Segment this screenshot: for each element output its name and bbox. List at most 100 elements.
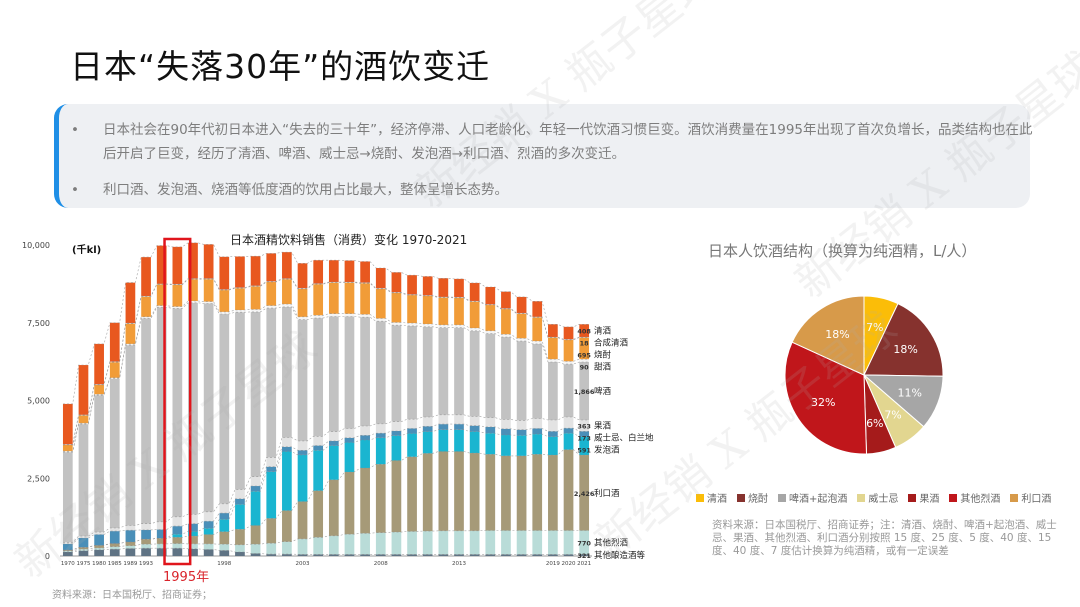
- bar-segment: [109, 377, 120, 379]
- bar-segment: [188, 531, 198, 537]
- bar-segment: [109, 531, 120, 544]
- bar-segment: [422, 431, 433, 454]
- bar-segment: [391, 532, 402, 555]
- bar-segment: [250, 311, 261, 477]
- bar-segment: [203, 549, 214, 556]
- bar-segment: [454, 414, 464, 425]
- bar-segment: [313, 284, 324, 316]
- bar-segment: [344, 442, 355, 473]
- bar-segment: [235, 498, 245, 505]
- y-tick-label: 10,000: [22, 241, 50, 250]
- pie-slice-label: 11%: [898, 386, 922, 399]
- bar-segment: [375, 532, 386, 555]
- bar-segment: [235, 529, 245, 545]
- bar-segment: [532, 454, 543, 531]
- bar-segment: [501, 455, 511, 531]
- bar-segment: [188, 514, 198, 524]
- bar-segment: [454, 278, 464, 298]
- bar-segment: [532, 317, 543, 342]
- bar-segment: [328, 554, 339, 556]
- bar-segment: [188, 302, 198, 515]
- legend-label: 啤酒+起泡酒: [789, 494, 848, 505]
- bar-segment: [125, 282, 136, 324]
- bar-segment: [156, 529, 167, 539]
- bar-segment: [375, 288, 386, 289]
- bar-segment: [422, 296, 433, 324]
- bar-segment: [532, 434, 543, 455]
- bar-segment: [516, 338, 527, 342]
- pie-chart-title: 日本人饮酒结构（换算为纯酒精，L/人）: [708, 242, 977, 260]
- bar-segment: [469, 301, 480, 329]
- bar-segment: [532, 418, 543, 429]
- legend-label: 利口酒: [1021, 494, 1052, 505]
- bar-segment: [532, 343, 543, 419]
- bar-segment: [360, 533, 370, 555]
- series-label: 发泡酒: [594, 445, 620, 456]
- bar-segment: [469, 416, 480, 426]
- bar-segment: [188, 279, 198, 301]
- bar-segment: [328, 431, 339, 441]
- bar-segment: [375, 423, 386, 434]
- bar-segment: [422, 426, 433, 432]
- bullet-text: 日本社会在90年代初日本进入“失去的三十年”，经济停滞、人口老龄化、年轻一代饮酒…: [103, 122, 1033, 162]
- bar-segment: [235, 544, 245, 552]
- bar-segment: [219, 256, 230, 290]
- pie-source-note: 资料来源：日本国税厅、招商证券；注：清酒、烧酎、啤酒+起泡酒、威士忌、果酒、其他…: [712, 519, 1057, 557]
- bar-segment: [156, 245, 167, 284]
- summary-panel: • 日本社会在90年代初日本进入“失去的三十年”，经济停滞、人口老龄化、年轻一代…: [54, 104, 1033, 208]
- bar-segment: [156, 521, 167, 530]
- bar-segment: [548, 455, 558, 531]
- series-label: 烧酎: [594, 350, 612, 361]
- pie-legend: 清酒 烧酎 啤酒+起泡酒 威士忌 果酒 其他烈酒 利口酒: [696, 490, 1051, 505]
- bar-segment: [438, 429, 449, 452]
- bar-segment: [141, 548, 151, 556]
- bar-segment: [94, 549, 104, 556]
- bar-segment: [235, 288, 245, 310]
- bar-segment: [438, 324, 449, 328]
- bar-segment: [532, 301, 543, 317]
- bar-segment: [78, 547, 89, 550]
- bar-segment: [172, 526, 183, 535]
- bar-segment: [469, 530, 480, 555]
- bar-segment: [141, 544, 151, 549]
- bar-segment: [282, 304, 292, 307]
- legend-label: 烧酎: [748, 494, 768, 505]
- data-value-label: 90: [580, 364, 590, 372]
- bar-segment: [501, 428, 511, 436]
- source-note: 资料来源：日本国税厅、招商证券；: [52, 590, 212, 601]
- x-tick-label: 1975: [76, 561, 90, 567]
- bar-segment: [156, 284, 167, 306]
- bar-segment: [94, 343, 104, 385]
- bar-segment: [297, 288, 308, 289]
- bar-segment: [454, 424, 464, 430]
- bar-segment: [548, 431, 558, 437]
- bar-segment: [219, 289, 230, 291]
- series-boundary-line: [63, 423, 589, 545]
- bar-segment: [297, 501, 308, 539]
- bar-segment: [266, 543, 277, 555]
- y-tick-label: 0: [45, 552, 50, 561]
- bar-segment: [235, 256, 245, 288]
- bar-segment: [328, 282, 339, 314]
- bar-segment: [454, 530, 464, 555]
- bar-segment: [62, 403, 73, 445]
- bar-segment: [563, 339, 574, 340]
- bar-segment: [485, 330, 496, 334]
- bar-segment: [313, 554, 324, 556]
- bar-segment: [391, 435, 402, 461]
- pie-slice: [784, 341, 868, 455]
- bar-segment: [360, 439, 370, 468]
- bar-segment: [156, 543, 167, 549]
- bar-segment: [141, 529, 151, 540]
- bar-segment: [360, 426, 370, 436]
- bar-segment: [501, 337, 511, 420]
- bar-segment: [172, 306, 183, 309]
- bar-segment: [469, 431, 480, 454]
- bar-segment: [501, 309, 511, 335]
- bar-segment: [172, 516, 183, 527]
- bar-segment: [203, 244, 214, 279]
- x-tick-label: 2020: [562, 561, 576, 567]
- x-tick-label: 2008: [374, 561, 388, 567]
- bar-segment: [62, 551, 73, 556]
